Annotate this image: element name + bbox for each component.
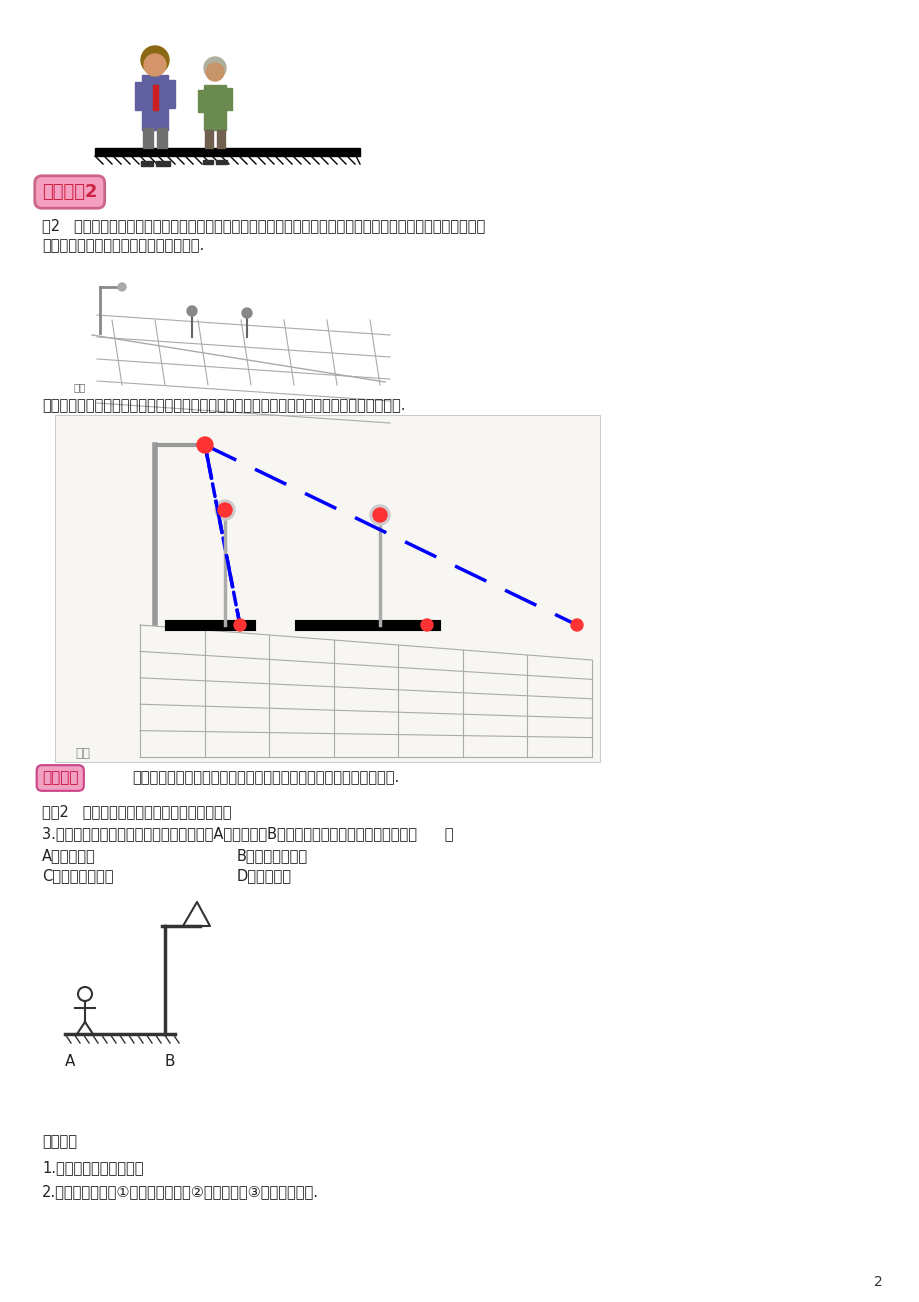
Text: A．逐渐变短: A．逐渐变短 bbox=[42, 848, 96, 863]
Bar bbox=[156, 161, 170, 165]
Bar bbox=[167, 79, 175, 108]
Bar bbox=[205, 130, 213, 148]
Text: A: A bbox=[65, 1055, 75, 1069]
Circle shape bbox=[215, 500, 234, 519]
Bar bbox=[217, 130, 225, 148]
Bar bbox=[204, 85, 226, 130]
Bar bbox=[142, 76, 168, 130]
Text: 教师点拨: 教师点拨 bbox=[42, 771, 78, 785]
Text: B: B bbox=[165, 1055, 176, 1069]
Circle shape bbox=[197, 437, 213, 453]
Text: 路灯: 路灯 bbox=[75, 747, 90, 760]
Text: 活动2   跟踪训练（独立完成后展示学习成果）: 活动2 跟踪训练（独立完成后展示学习成果） bbox=[42, 805, 232, 819]
Bar bbox=[153, 85, 158, 109]
Text: 综合探究2: 综合探究2 bbox=[42, 184, 97, 201]
Text: 2: 2 bbox=[873, 1275, 881, 1289]
Bar bbox=[157, 128, 167, 148]
Text: 例2   请同学们在图中画出小红在走向路灯时两个时刻的影子的情况，并思考在中心投影现象中，物体离光源的远: 例2 请同学们在图中画出小红在走向路灯时两个时刻的影子的情况，并思考在中心投影现… bbox=[42, 217, 484, 233]
Circle shape bbox=[369, 505, 390, 525]
Text: 1.投影，中心投影的概念: 1.投影，中心投影的概念 bbox=[42, 1160, 143, 1174]
Circle shape bbox=[571, 618, 583, 631]
Circle shape bbox=[141, 46, 169, 74]
Circle shape bbox=[421, 618, 433, 631]
Circle shape bbox=[187, 306, 197, 316]
Text: C．先变长后变短: C．先变长后变短 bbox=[42, 868, 113, 883]
Bar bbox=[225, 89, 232, 109]
Circle shape bbox=[233, 618, 245, 631]
Bar bbox=[55, 415, 599, 762]
Bar bbox=[216, 160, 227, 164]
Circle shape bbox=[144, 53, 165, 76]
Text: D．逐渐变长: D．逐渐变长 bbox=[237, 868, 291, 883]
Bar bbox=[203, 160, 213, 164]
Bar bbox=[142, 128, 153, 148]
Circle shape bbox=[204, 57, 226, 79]
Circle shape bbox=[242, 309, 252, 318]
Text: 3.如图，晚上小亮在路灯下散步，在小亮由A处径直走到B处，这一过程中，他在地上的影子（      ）: 3.如图，晚上小亮在路灯下散步，在小亮由A处径直走到B处，这一过程中，他在地上的… bbox=[42, 825, 453, 841]
Text: 对于中心投影，物体与光源距离越近，投影越大，距离越远投影越大.: 对于中心投影，物体与光源距离越近，投影越大，距离越远投影越大. bbox=[131, 771, 399, 785]
Text: 路灯: 路灯 bbox=[74, 381, 86, 392]
Text: 解：如图分别连接灯泡所在点小红头顶并延长与地面相交，则可以的小红所处不同位置的影子.: 解：如图分别连接灯泡所在点小红头顶并延长与地面相交，则可以的小红所处不同位置的影… bbox=[42, 398, 405, 413]
Bar bbox=[141, 161, 153, 165]
Text: 近的变化会对影子的长短带来怎样的变化.: 近的变化会对影子的长短带来怎样的变化. bbox=[42, 238, 204, 253]
Circle shape bbox=[206, 62, 223, 81]
Text: 课堂小结: 课堂小结 bbox=[42, 1134, 77, 1148]
Circle shape bbox=[118, 283, 126, 292]
Bar bbox=[198, 90, 205, 112]
Circle shape bbox=[372, 508, 387, 522]
Circle shape bbox=[218, 503, 232, 517]
Text: 2.中心投影画图：①确定光源位置，②确定影长，③确定物体长度.: 2.中心投影画图：①确定光源位置，②确定影长，③确定物体长度. bbox=[42, 1184, 319, 1199]
Text: B．先变短后变长: B．先变短后变长 bbox=[237, 848, 308, 863]
Bar bbox=[135, 82, 142, 109]
